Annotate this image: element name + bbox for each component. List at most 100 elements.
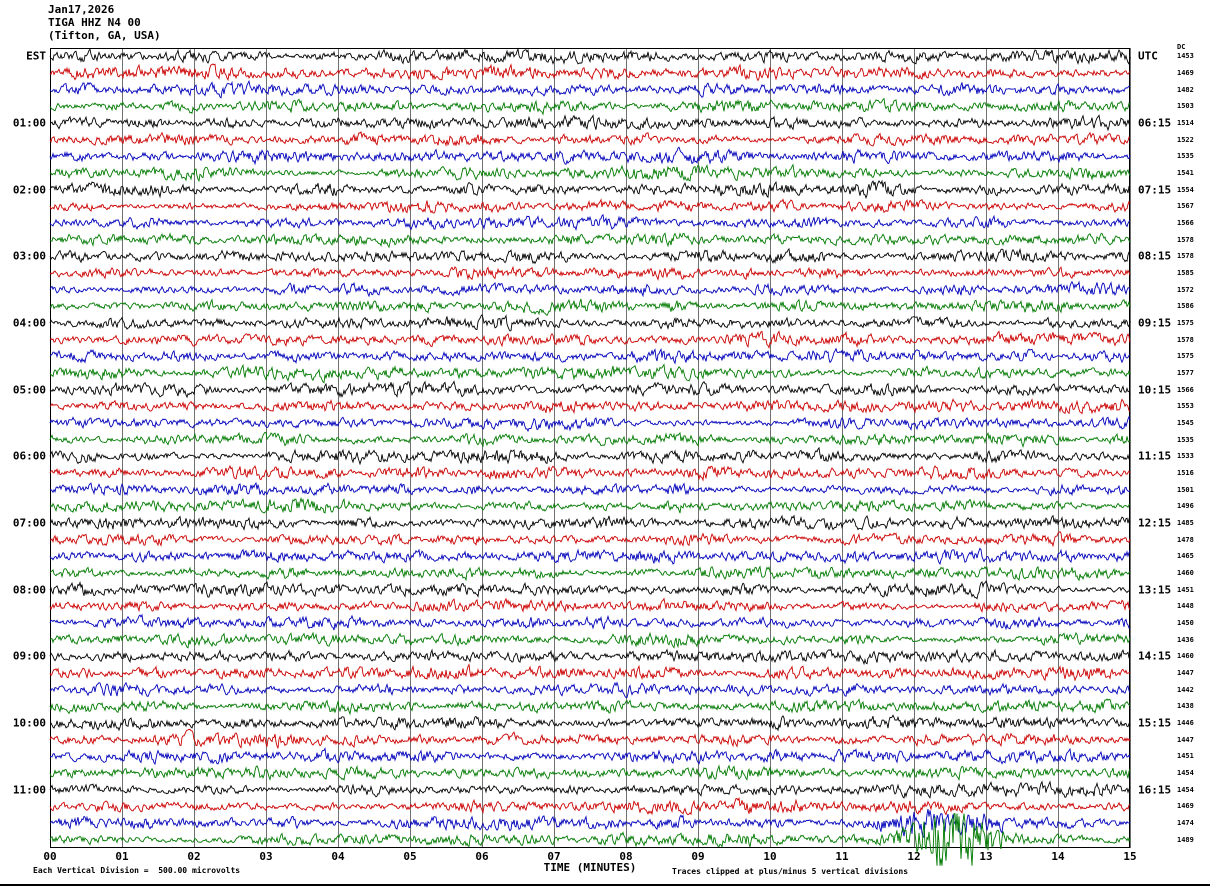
x-tick-label: 03 [259, 850, 273, 863]
x-tick-label: 01 [115, 850, 129, 863]
dc-offset-value: 1436 [1177, 635, 1194, 644]
header-date: Jan17,2026 [48, 3, 115, 16]
trace-row-5 [49, 131, 1131, 147]
dc-offset-value: 1460 [1177, 652, 1194, 661]
trace-row-47 [49, 813, 1131, 866]
dc-offset-value: 1454 [1177, 769, 1194, 777]
dc-offset-value: 1460 [1177, 569, 1194, 577]
trace-row-15 [49, 298, 1131, 317]
dc-offset-value: 1496 [1177, 502, 1194, 511]
x-tick-label: 05 [403, 850, 417, 863]
dc-offset-value: 1575 [1177, 319, 1194, 327]
dc-offset-value: 1535 [1177, 435, 1194, 444]
x-tick-label: 10 [763, 850, 777, 863]
utc-time-label: 13:15 [1138, 583, 1172, 597]
utc-time-label: 12:15 [1138, 516, 1172, 530]
dc-offset-value: 1586 [1177, 302, 1194, 311]
trace-row-42 [49, 747, 1131, 766]
x-tick-label: 06 [475, 850, 489, 863]
trace-row-41 [49, 728, 1131, 749]
dc-offset-value: 1577 [1177, 369, 1194, 377]
dc-offset-value: 1465 [1177, 552, 1194, 561]
trace-row-45 [49, 796, 1131, 816]
trace-row-22 [49, 415, 1131, 433]
est-time-label: 07:00 [12, 516, 46, 530]
dc-offset-value: 1469 [1177, 69, 1194, 77]
utc-time-label: 14:15 [1138, 649, 1172, 663]
dc-offset-value: 1535 [1177, 152, 1194, 161]
dc-offset-value: 1489 [1177, 835, 1194, 844]
trace-row-46 [49, 808, 1131, 838]
dc-offset-value: 1578 [1177, 235, 1194, 244]
x-tick-label: 15 [1123, 850, 1137, 863]
dc-offset-value: 1454 [1177, 785, 1194, 794]
trace-row-32 [49, 580, 1131, 600]
est-time-label: 08:00 [12, 583, 46, 597]
plot-header: Jan17,2026 TIGA HHZ N4 00 (Tifton, GA, U… [48, 3, 161, 42]
x-tick-label: 12 [907, 850, 921, 863]
trace-row-2 [49, 79, 1131, 99]
trace-row-38 [49, 681, 1131, 698]
trace-row-36 [49, 648, 1131, 666]
trace-row-29 [49, 530, 1131, 548]
est-time-label: 09:00 [12, 649, 46, 663]
x-tick-label: 02 [187, 850, 201, 863]
plot-border [50, 48, 1130, 848]
dc-offset-value: 1578 [1177, 252, 1194, 261]
trace-row-16 [49, 314, 1131, 332]
dc-offset-value: 1572 [1177, 285, 1194, 294]
est-time-label: 04:00 [12, 316, 46, 330]
est-time-label: 06:00 [12, 449, 46, 463]
x-tick-label: 11 [835, 850, 849, 863]
trace-row-40 [50, 714, 1131, 732]
trace-row-30 [49, 547, 1131, 565]
trace-row-20 [49, 380, 1131, 399]
dc-offset-value: 1451 [1177, 585, 1194, 594]
bottom-border-line [0, 884, 1210, 886]
est-time-label: 02:00 [12, 183, 46, 197]
dc-offset-value: 1450 [1177, 619, 1194, 627]
x-tick-label: 07 [547, 850, 561, 863]
trace-row-11 [49, 232, 1131, 249]
dc-offset-value: 1474 [1177, 819, 1194, 827]
dc-offset-value: 1585 [1177, 269, 1194, 277]
trace-row-9 [49, 198, 1131, 214]
dc-offset-value: 1446 [1177, 719, 1194, 727]
dc-offset-value: 1567 [1177, 202, 1194, 211]
x-tick-label: 00 [43, 850, 57, 863]
dc-offset-value: 1516 [1177, 469, 1194, 477]
utc-axis-header: UTC [1138, 49, 1158, 63]
trace-row-33 [49, 597, 1131, 614]
x-tick-label: 14 [1051, 850, 1065, 863]
trace-row-19 [49, 363, 1131, 384]
dc-offset-value: 1478 [1177, 535, 1194, 544]
trace-row-26 [50, 481, 1131, 497]
trace-row-23 [49, 431, 1131, 448]
dc-offset-value: 1447 [1177, 735, 1194, 744]
trace-row-10 [49, 213, 1131, 232]
x-tick-label: 04 [331, 850, 345, 863]
trace-row-6 [49, 146, 1131, 166]
trace-row-28 [49, 514, 1131, 531]
dc-offset-value: 1438 [1177, 702, 1194, 711]
x-axis-title: TIME (MINUTES) [543, 861, 637, 874]
dc-offset-value: 1485 [1177, 519, 1194, 527]
dc-offset-value: 1566 [1177, 385, 1194, 394]
clip-note: Traces clipped at plus/minus 5 vertical … [672, 867, 909, 876]
dc-offset-value: 1553 [1177, 402, 1194, 411]
header-location: (Tifton, GA, USA) [48, 29, 161, 42]
est-axis-header: EST [26, 49, 46, 63]
trace-row-4 [50, 114, 1131, 132]
trace-row-17 [49, 330, 1131, 349]
trace-row-14 [49, 280, 1131, 298]
est-time-label: 03:00 [12, 249, 46, 263]
trace-row-37 [49, 663, 1131, 682]
dc-offset-value: 1522 [1177, 135, 1194, 144]
dc-offset-value: 1575 [1177, 352, 1194, 361]
est-time-label: 11:00 [12, 783, 46, 797]
trace-row-27 [49, 496, 1131, 514]
trace-row-0 [49, 47, 1131, 66]
trace-row-34 [49, 613, 1130, 631]
est-time-label: 05:00 [12, 383, 46, 397]
